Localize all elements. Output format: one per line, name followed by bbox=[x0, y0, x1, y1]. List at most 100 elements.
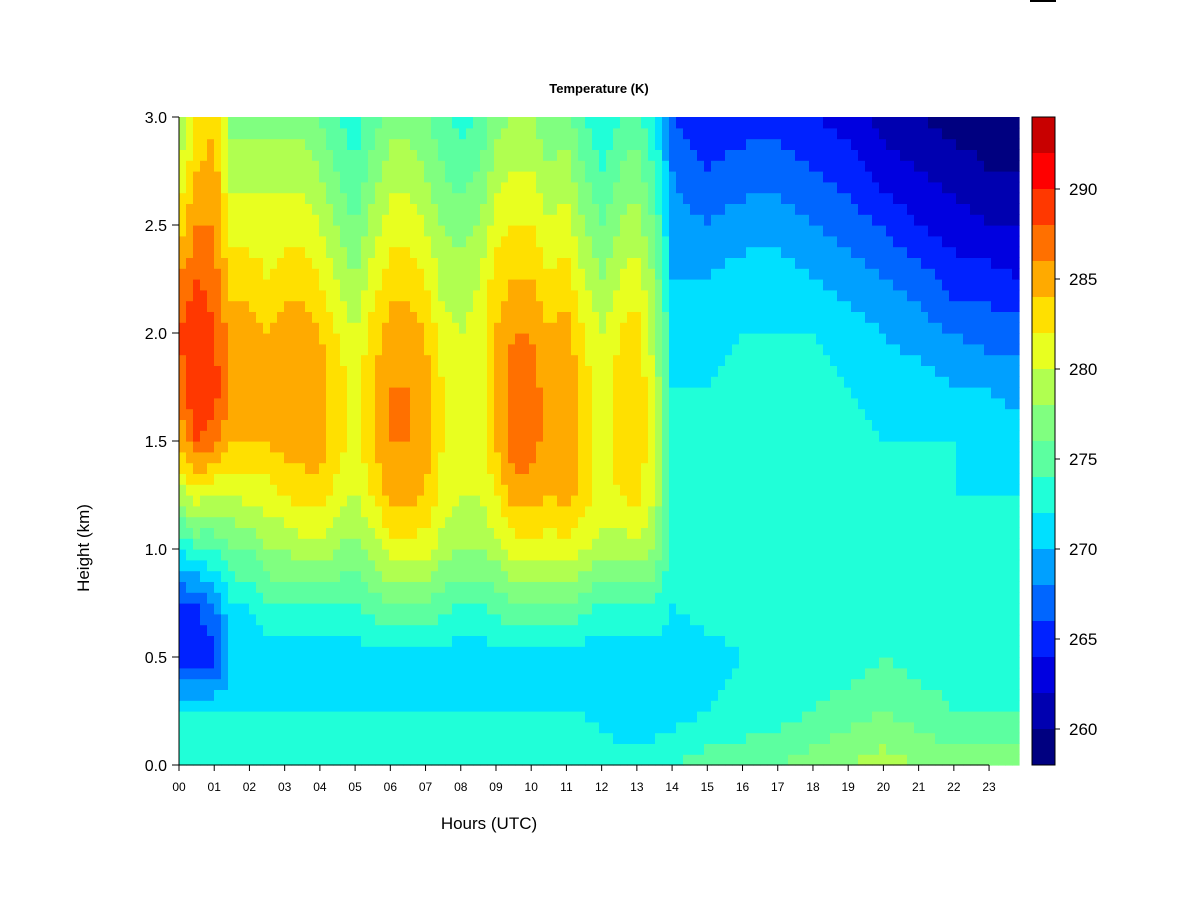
heatmap-cell bbox=[627, 592, 635, 604]
heatmap-cell bbox=[179, 462, 187, 474]
heatmap-cell bbox=[291, 549, 299, 561]
heatmap-cell bbox=[711, 549, 719, 561]
heatmap-cell bbox=[361, 592, 369, 604]
heatmap-cell bbox=[200, 581, 208, 593]
heatmap-cell bbox=[515, 160, 523, 172]
heatmap-cell bbox=[298, 268, 306, 280]
heatmap-cell bbox=[375, 322, 383, 334]
heatmap-cell bbox=[242, 700, 250, 712]
heatmap-cell bbox=[410, 613, 418, 626]
heatmap-cell bbox=[571, 581, 579, 593]
heatmap-cell bbox=[312, 311, 320, 323]
heatmap-cell bbox=[263, 495, 271, 507]
heatmap-cell bbox=[298, 505, 306, 518]
heatmap-cell bbox=[550, 127, 558, 140]
heatmap-cell bbox=[627, 667, 635, 680]
heatmap-cell bbox=[739, 667, 747, 680]
heatmap-cell bbox=[522, 387, 530, 399]
heatmap-cell bbox=[634, 505, 642, 518]
heatmap-cell bbox=[214, 613, 222, 626]
heatmap-cell bbox=[536, 743, 544, 755]
heatmap-cell bbox=[529, 613, 537, 626]
heatmap-cell bbox=[389, 235, 397, 248]
heatmap-cell bbox=[725, 721, 733, 734]
heatmap-cell bbox=[613, 235, 621, 248]
heatmap-cell bbox=[536, 678, 544, 690]
heatmap-cell bbox=[445, 549, 453, 561]
heatmap-cell bbox=[193, 570, 201, 582]
heatmap-cell bbox=[354, 570, 362, 582]
heatmap-cell bbox=[389, 181, 397, 194]
heatmap-cell bbox=[452, 711, 460, 723]
heatmap-cell bbox=[592, 559, 600, 572]
heatmap-cell bbox=[193, 613, 201, 626]
heatmap-cell bbox=[403, 495, 411, 507]
heatmap-cell bbox=[186, 570, 194, 582]
heatmap-cell bbox=[529, 322, 537, 334]
heatmap-cell bbox=[683, 495, 691, 507]
heatmap-cell bbox=[277, 127, 285, 140]
heatmap-cell bbox=[403, 667, 411, 680]
heatmap-cell bbox=[207, 451, 215, 464]
heatmap-cell bbox=[718, 408, 726, 420]
heatmap-cell bbox=[438, 462, 446, 474]
heatmap-cell bbox=[620, 322, 628, 334]
heatmap-cell bbox=[739, 581, 747, 593]
heatmap-cell bbox=[543, 246, 551, 258]
heatmap-cell bbox=[634, 300, 642, 312]
heatmap-cell bbox=[347, 516, 355, 528]
heatmap-cell bbox=[466, 451, 474, 464]
heatmap-cell bbox=[536, 495, 544, 507]
heatmap-cell bbox=[242, 689, 250, 701]
heatmap-cell bbox=[431, 754, 439, 766]
heatmap-cell bbox=[452, 311, 460, 323]
heatmap-cell bbox=[179, 635, 187, 647]
heatmap-cell bbox=[585, 527, 593, 539]
heatmap-cell bbox=[354, 657, 362, 669]
heatmap-cell bbox=[347, 624, 355, 636]
heatmap-cell bbox=[466, 473, 474, 485]
heatmap-cell bbox=[704, 667, 712, 680]
heatmap-cell bbox=[403, 711, 411, 723]
heatmap-cell bbox=[529, 667, 537, 680]
heatmap-cell bbox=[676, 646, 684, 658]
heatmap-cell bbox=[529, 300, 537, 312]
heatmap-cell bbox=[641, 549, 649, 561]
heatmap-cell bbox=[494, 149, 502, 161]
heatmap-cell bbox=[739, 646, 747, 658]
heatmap-cell bbox=[312, 235, 320, 248]
heatmap-cell bbox=[291, 311, 299, 323]
heatmap-cell bbox=[711, 257, 719, 269]
heatmap-cell bbox=[557, 754, 565, 766]
heatmap-cell bbox=[641, 117, 649, 129]
heatmap-cell bbox=[312, 354, 320, 366]
heatmap-cell bbox=[368, 268, 376, 280]
heatmap-cell bbox=[634, 473, 642, 485]
heatmap-cell bbox=[319, 711, 327, 723]
heatmap-cell bbox=[592, 700, 600, 712]
heatmap-cell bbox=[704, 408, 712, 420]
heatmap-cell bbox=[732, 300, 740, 312]
heatmap-cell bbox=[263, 581, 271, 593]
heatmap-cell bbox=[543, 473, 551, 485]
heatmap-cell bbox=[662, 473, 670, 485]
heatmap-cell bbox=[186, 689, 194, 701]
heatmap-cell bbox=[753, 711, 761, 723]
heatmap-cell bbox=[256, 257, 264, 269]
heatmap-cell bbox=[263, 300, 271, 312]
heatmap-cell bbox=[319, 117, 327, 129]
heatmap-cell bbox=[326, 603, 334, 615]
heatmap-cell bbox=[655, 246, 663, 258]
heatmap-cell bbox=[410, 387, 418, 399]
heatmap-cell bbox=[410, 559, 418, 572]
heatmap-cell bbox=[319, 689, 327, 701]
heatmap-cell bbox=[522, 667, 530, 680]
heatmap-cell bbox=[312, 495, 320, 507]
heatmap-cell bbox=[389, 387, 397, 399]
heatmap-cell bbox=[585, 667, 593, 680]
heatmap-cell bbox=[221, 549, 229, 561]
heatmap-cell bbox=[200, 257, 208, 269]
heatmap-cell bbox=[599, 484, 607, 496]
heatmap-cell bbox=[480, 538, 488, 550]
heatmap-cell bbox=[704, 646, 712, 658]
